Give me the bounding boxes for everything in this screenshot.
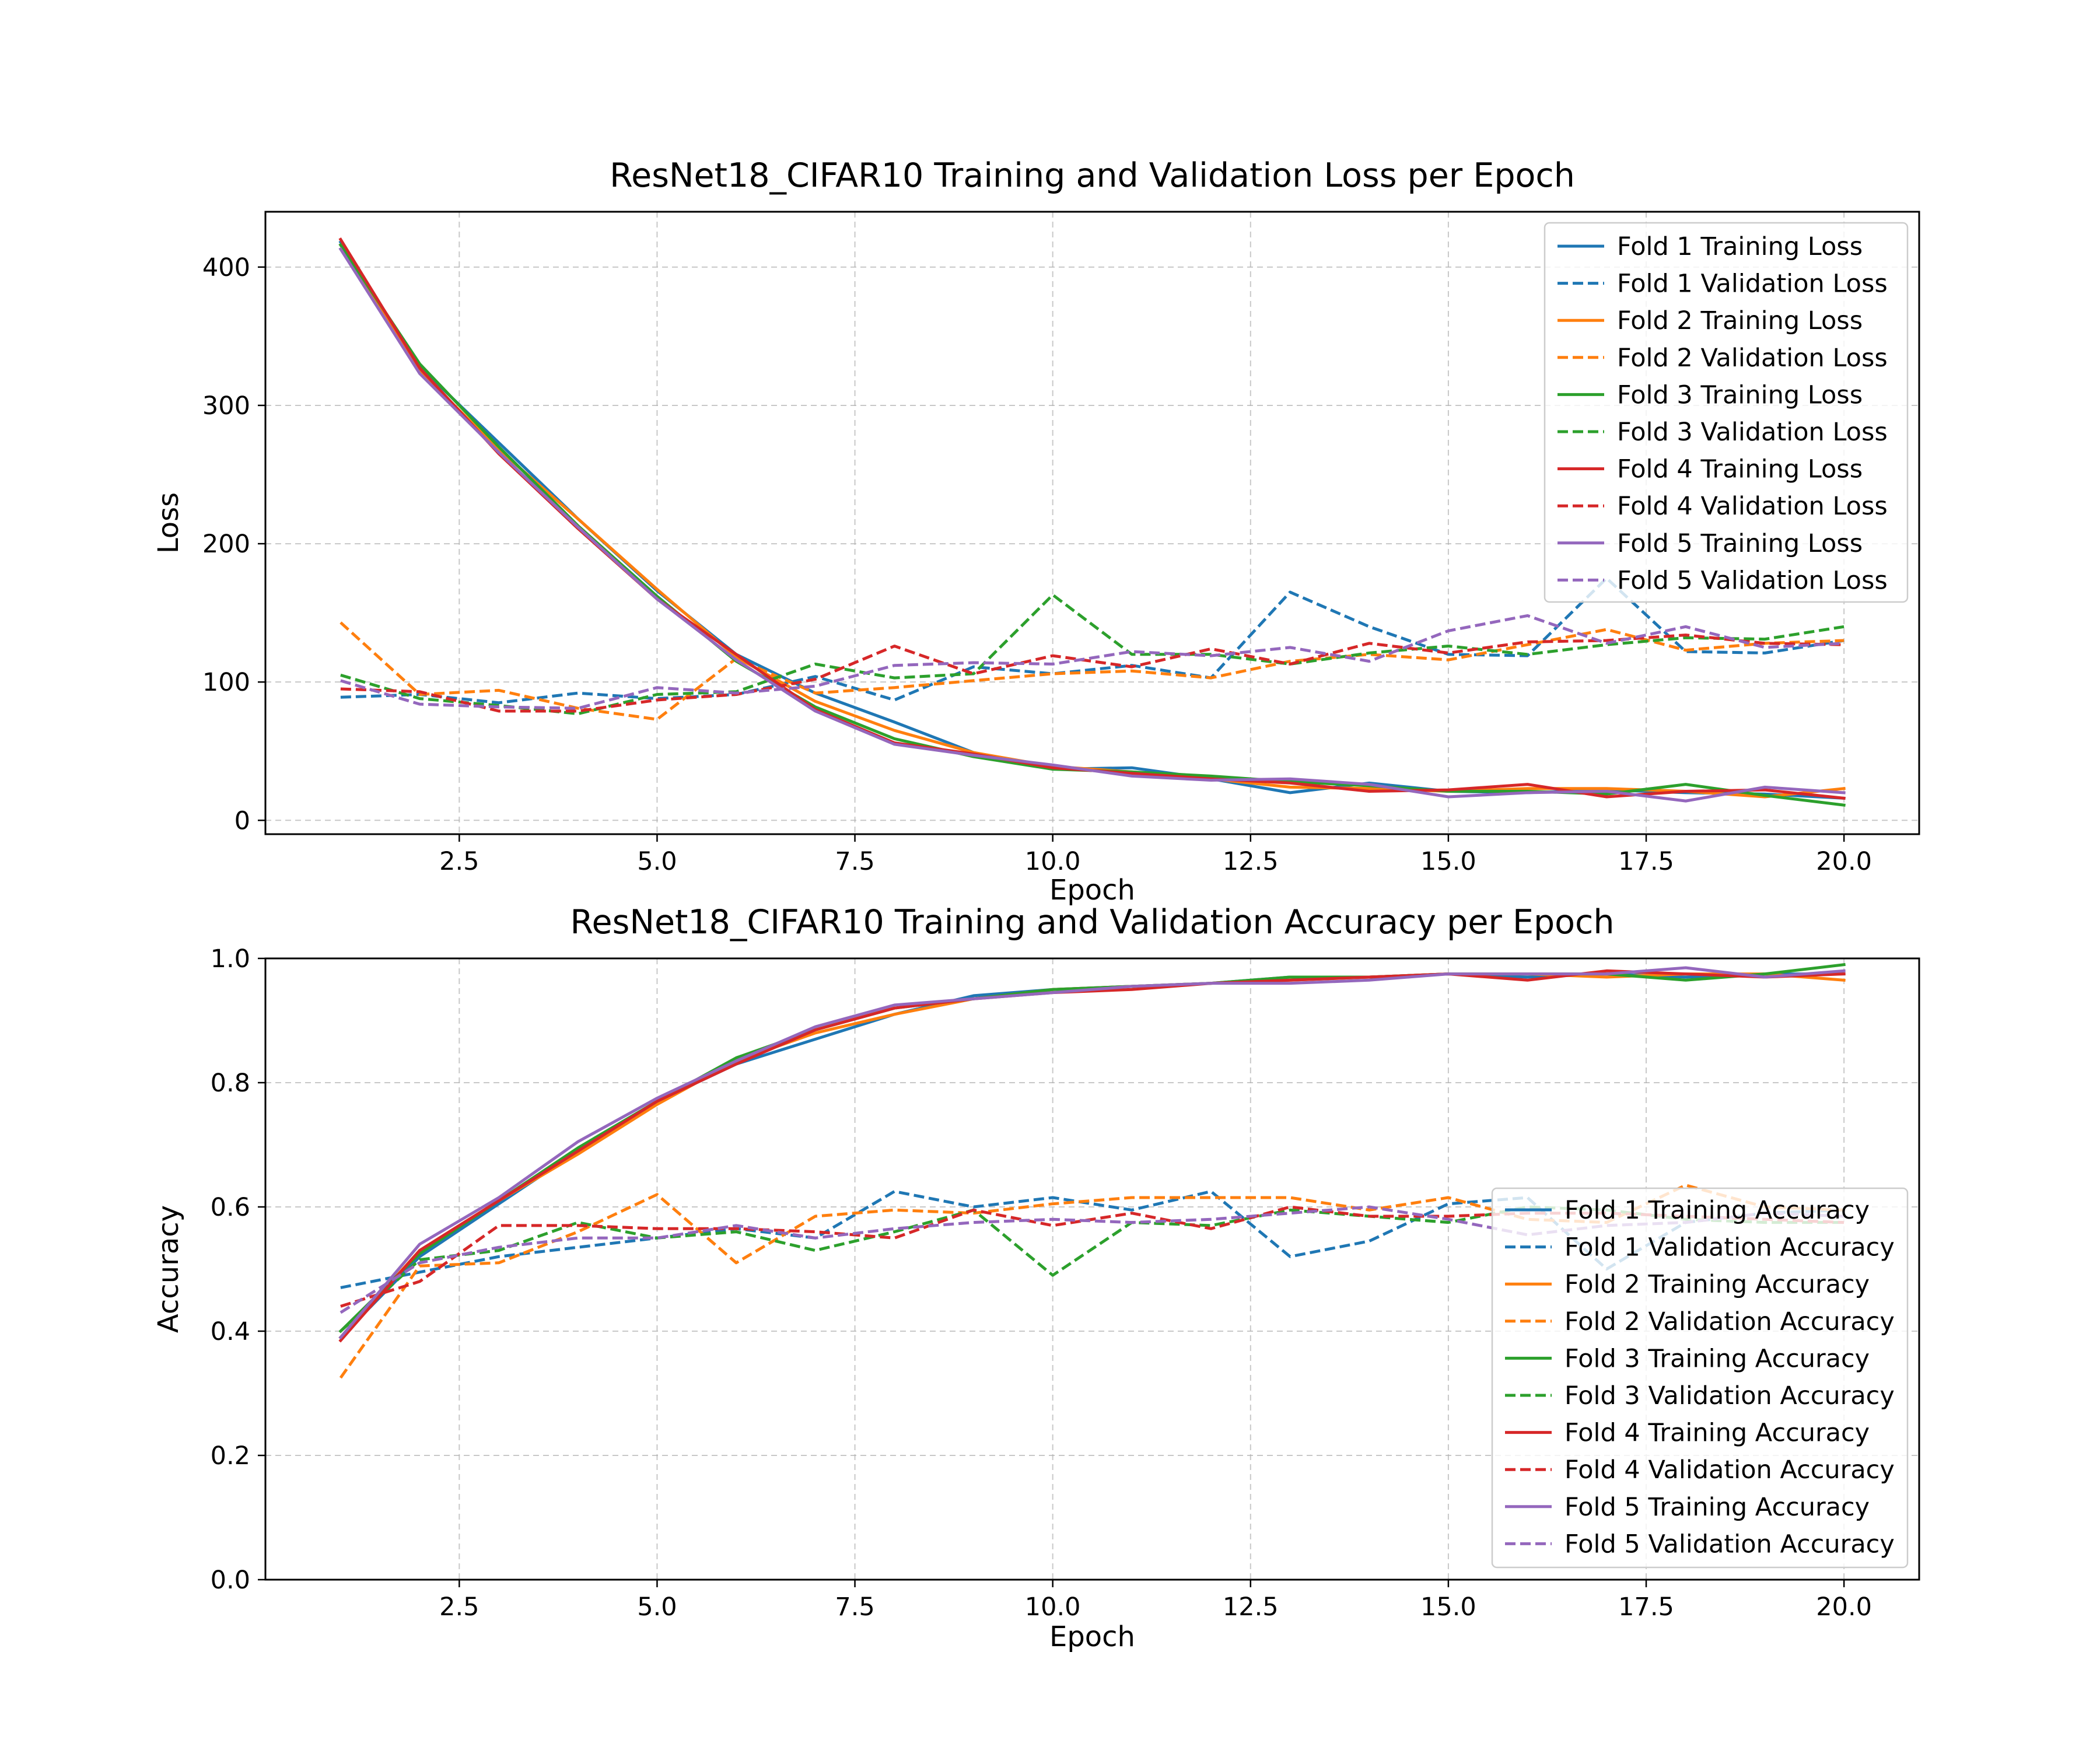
y-tick-label: 0.4 xyxy=(211,1317,250,1346)
legend-label: Fold 5 Validation Loss xyxy=(1617,566,1888,595)
legend-label: Fold 2 Training Loss xyxy=(1617,306,1863,335)
x-tick-label: 17.5 xyxy=(1618,847,1674,876)
legend-label: Fold 3 Validation Loss xyxy=(1617,418,1888,447)
x-tick-label: 15.0 xyxy=(1420,847,1476,876)
x-tick-label: 15.0 xyxy=(1420,1592,1476,1622)
x-tick-label: 12.5 xyxy=(1223,1592,1279,1622)
legend-label: Fold 3 Validation Accuracy xyxy=(1564,1381,1895,1410)
x-tick-label: 10.0 xyxy=(1025,847,1081,876)
x-tick-label: 5.0 xyxy=(637,847,677,876)
x-tick-label: 17.5 xyxy=(1618,1592,1674,1622)
x-tick-label: 7.5 xyxy=(835,1592,874,1622)
legend-label: Fold 3 Training Loss xyxy=(1617,380,1863,410)
x-tick-label: 12.5 xyxy=(1223,847,1279,876)
y-tick-label: 200 xyxy=(202,530,250,559)
legend-label: Fold 1 Training Loss xyxy=(1617,232,1863,261)
legend-label: Fold 2 Training Accuracy xyxy=(1564,1270,1870,1299)
series-line-9 xyxy=(338,966,1846,1340)
legend-label: Fold 1 Validation Accuracy xyxy=(1564,1233,1895,1262)
x-axis-label: Epoch xyxy=(1049,874,1135,907)
y-tick-label: 0.0 xyxy=(211,1566,250,1595)
series-line-8 xyxy=(340,1205,1845,1308)
y-axis-label: Accuracy xyxy=(152,1205,185,1333)
legend-label: Fold 2 Validation Accuracy xyxy=(1564,1307,1895,1336)
series-line-4 xyxy=(340,621,1845,721)
axes-frame xyxy=(264,211,1920,835)
y-tick-label: 0.6 xyxy=(211,1193,250,1222)
series-lines xyxy=(338,237,1846,807)
x-tick-label: 5.0 xyxy=(637,1592,677,1622)
y-tick-label: 0 xyxy=(235,806,250,835)
y-tick-label: 0.2 xyxy=(211,1441,250,1471)
x-tick-label: 20.0 xyxy=(1816,1592,1872,1622)
x-tick-label: 7.5 xyxy=(835,847,874,876)
x-axis-label: Epoch xyxy=(1049,1620,1135,1653)
y-axis-label: Loss xyxy=(152,492,185,554)
legend-label: Fold 4 Validation Accuracy xyxy=(1564,1455,1895,1485)
series-line-6 xyxy=(340,593,1845,716)
x-tick-label: 20.0 xyxy=(1816,847,1872,876)
axes-frame xyxy=(264,957,1920,1581)
legend-box xyxy=(1544,222,1909,603)
legend: Fold 1 Training Accuracy Fold 1 Validatio… xyxy=(1491,1187,1909,1569)
legend-label: Fold 1 Validation Loss xyxy=(1617,270,1888,299)
y-tick-label: 0.8 xyxy=(211,1069,250,1098)
chart-panel-2: 2.5 5.0 7.5 10.0 12.5 15.0 17.5 20.0 0.0 0.2 0.4 0.… xyxy=(152,903,1920,1653)
legend-label: Fold 4 Training Loss xyxy=(1617,455,1863,484)
legend: Fold 1 Training Loss Fold 1 Validation Lo… xyxy=(1544,222,1909,603)
legend-label: Fold 1 Training Accuracy xyxy=(1564,1196,1870,1225)
grid xyxy=(265,212,1919,834)
legend-label: Fold 2 Validation Loss xyxy=(1617,344,1888,373)
legend-label: Fold 5 Training Loss xyxy=(1617,529,1863,558)
y-tick-label: 1.0 xyxy=(211,944,250,974)
series-line-10 xyxy=(340,614,1845,710)
chart-panel-1: 2.5 5.0 7.5 10.0 12.5 15.0 17.5 20.0 0 100 200 300 4… xyxy=(152,156,1920,907)
chart-title: ResNet18_CIFAR10 Training and Validation… xyxy=(570,903,1615,942)
y-tick-label: 400 xyxy=(202,253,250,282)
x-tick-label: 10.0 xyxy=(1025,1592,1081,1622)
y-tick-label: 100 xyxy=(202,668,250,697)
y-tick-label: 300 xyxy=(202,391,250,421)
legend-label: Fold 4 Validation Loss xyxy=(1617,492,1888,521)
legend-label: Fold 5 Training Accuracy xyxy=(1564,1493,1870,1522)
legend-label: Fold 3 Training Accuracy xyxy=(1564,1344,1870,1373)
legend-label: Fold 5 Validation Accuracy xyxy=(1564,1530,1895,1559)
series-line-7 xyxy=(338,969,1846,1343)
series-line-9 xyxy=(338,247,1846,803)
legend-label: Fold 4 Training Accuracy xyxy=(1564,1419,1870,1448)
legend-box xyxy=(1491,1187,1909,1569)
x-tick-label: 2.5 xyxy=(439,847,479,876)
chart-title: ResNet18_CIFAR10 Training and Validation… xyxy=(610,156,1575,195)
x-tick-label: 2.5 xyxy=(439,1592,479,1622)
series-line-8 xyxy=(340,634,1845,713)
